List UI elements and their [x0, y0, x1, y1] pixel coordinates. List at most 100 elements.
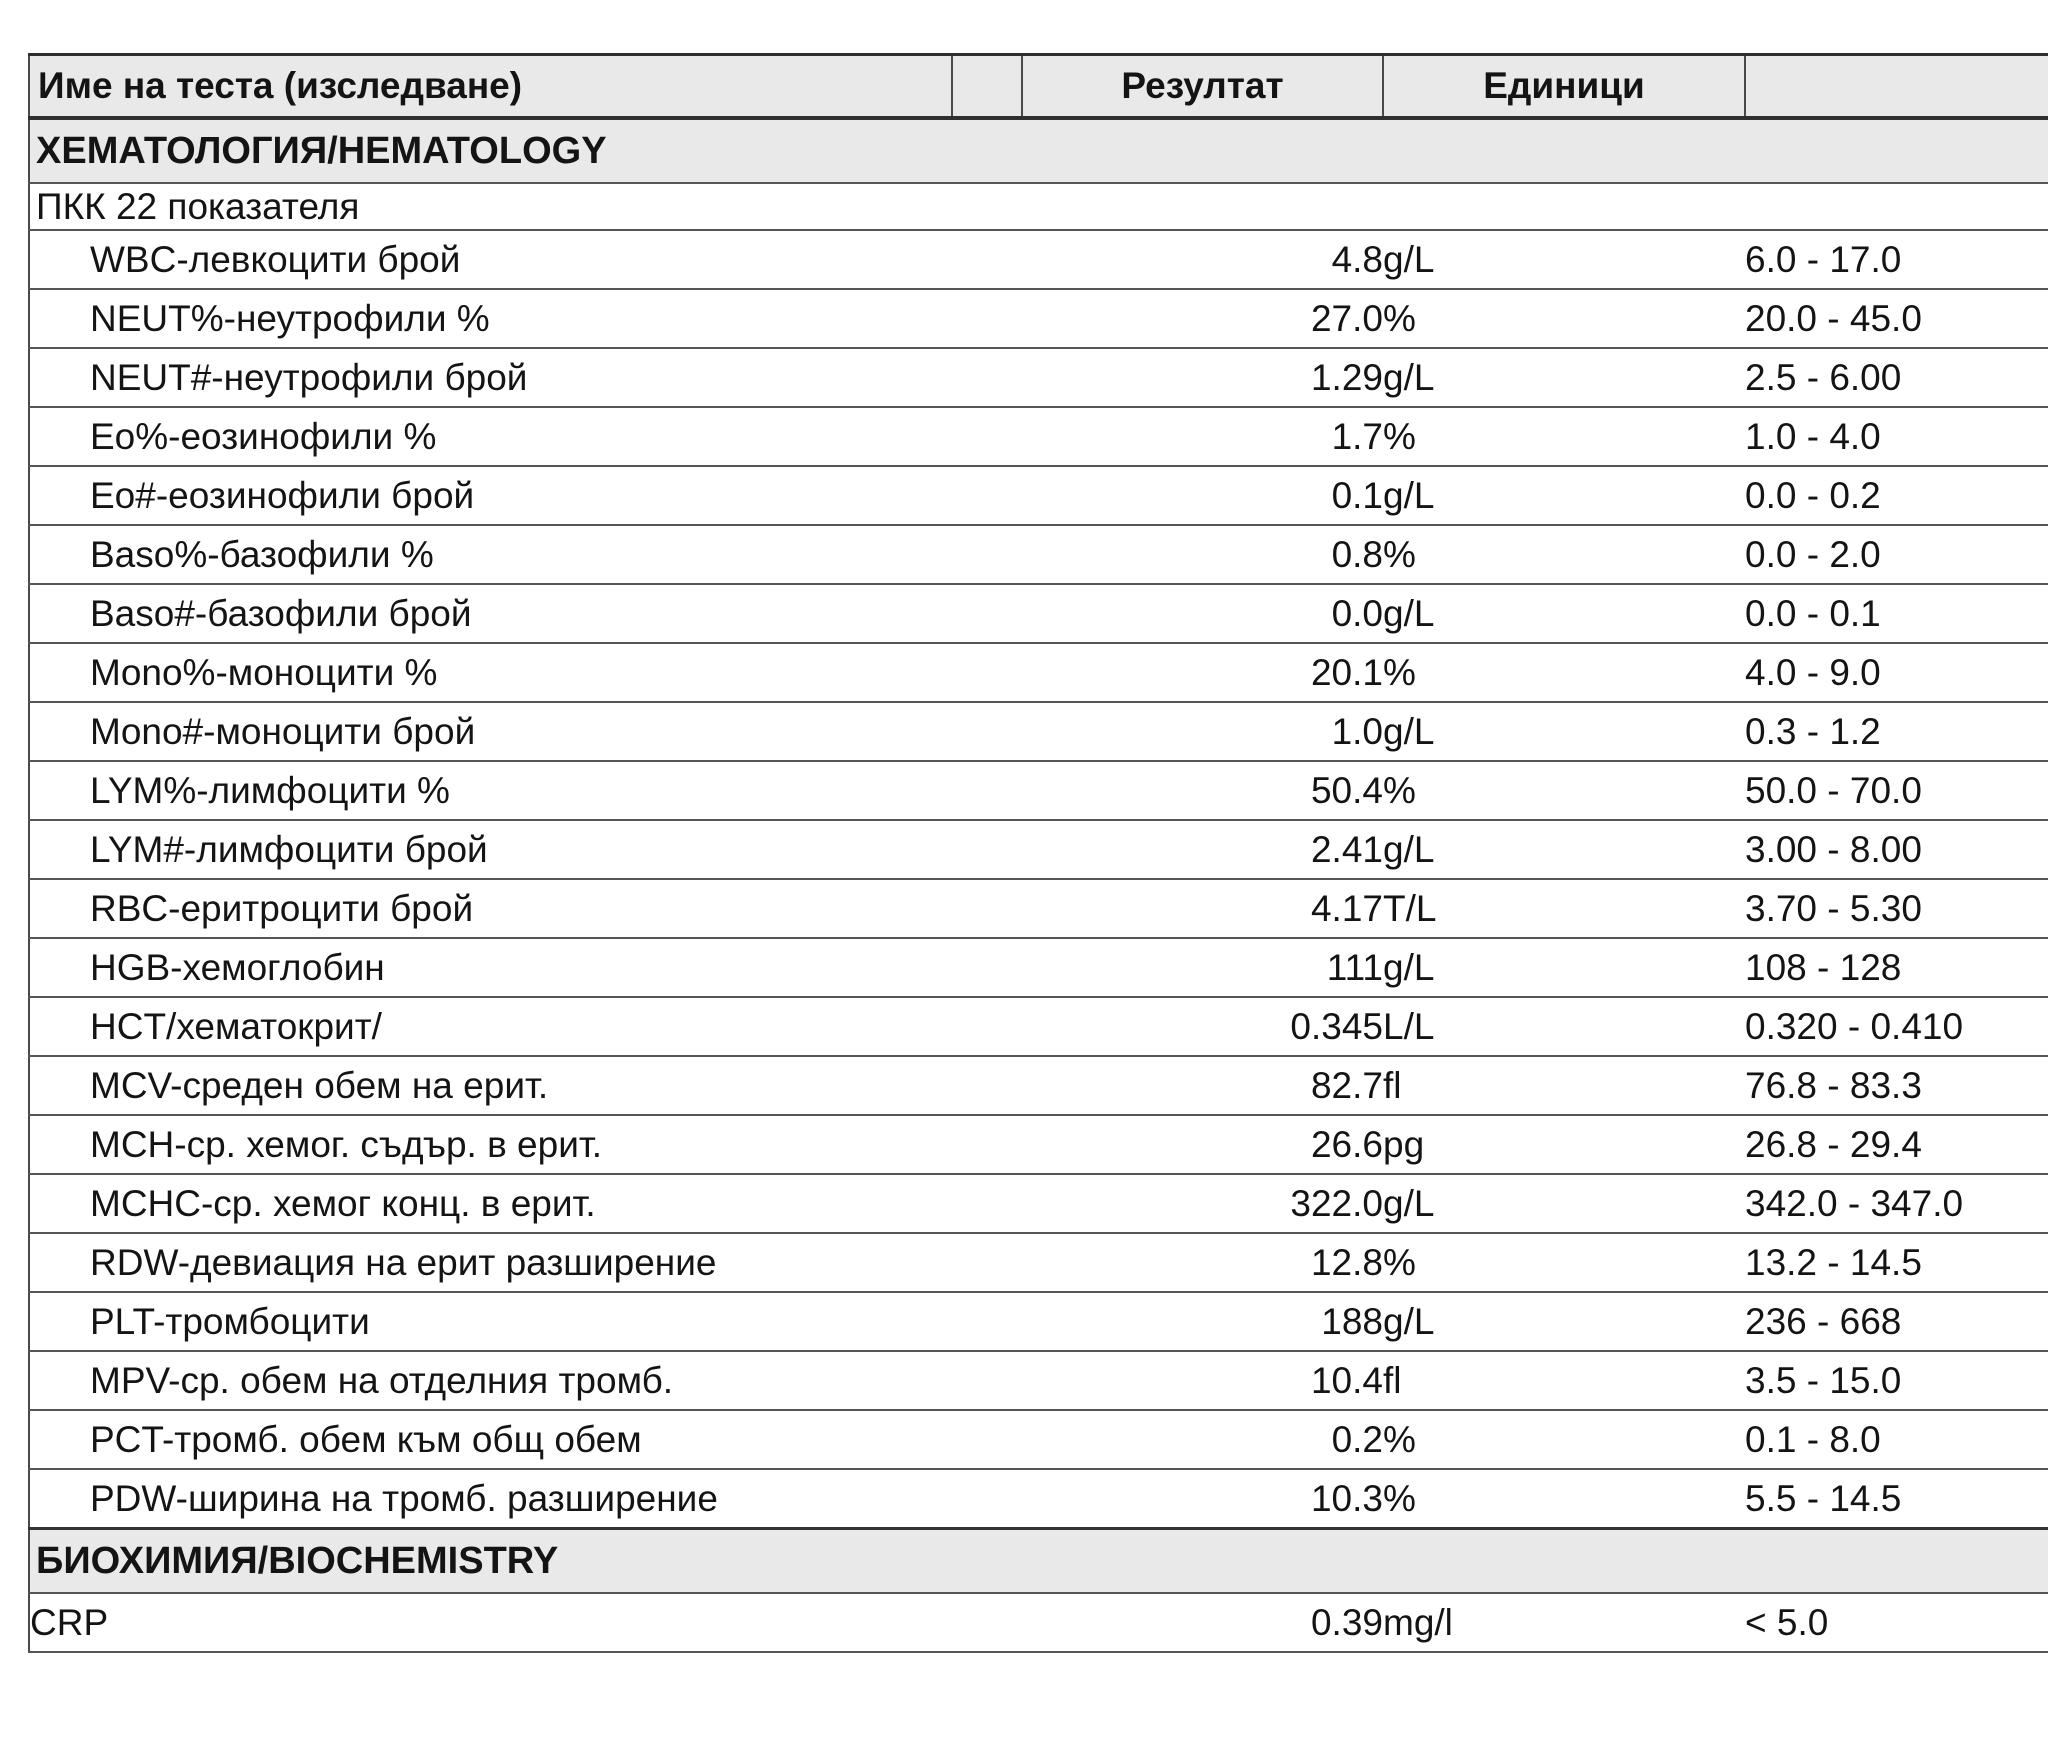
test-result-row: MCH-ср. хемог. съдър. в ерит. 26.6 pg 26.8 …: [29, 1115, 2048, 1175]
panel-subtitle-row: ПКК 22 показателя: [29, 183, 2048, 231]
result-value-cell: 1.29: [1022, 348, 1383, 408]
reference-range-cell: 0.0 - 0.2: [1745, 466, 2048, 526]
result-value-cell: 27.0: [1022, 289, 1383, 349]
test-name-cell: Mono#-моноцити брой: [29, 702, 1022, 762]
section-header-row: ХЕМАТОЛОГИЯ/HEMATOLOGY: [29, 116, 2048, 184]
units-cell: g/L: [1383, 1174, 1745, 1234]
units-cell: %: [1383, 1233, 1745, 1293]
test-name-cell: RDW-девиация на ерит разширение: [29, 1233, 1022, 1293]
test-name-cell: NEUT#-неутрофили брой: [29, 348, 1022, 408]
test-name-cell: PDW-ширина на тромб. разширение: [29, 1469, 1022, 1530]
results-table-container: Име на теста (изследване) Резултат Едини…: [28, 53, 2048, 1653]
test-result-row: NEUT%-неутрофили % 27.0% 20.0 - 45.0: [29, 289, 2048, 349]
test-result-row: MCHC-ср. хемог конц. в ерит. 322.0 g/L 342.…: [29, 1174, 2048, 1234]
reference-range-cell: 1.0 - 4.0: [1745, 407, 2048, 467]
units-cell: T/L: [1383, 879, 1745, 939]
units-cell: fl: [1383, 1056, 1745, 1116]
units-cell: %: [1383, 407, 1745, 467]
test-name-cell: CRP: [29, 1593, 1022, 1653]
units-cell: pg: [1383, 1115, 1745, 1175]
reference-range-cell: 3.5 - 15.0: [1745, 1351, 2048, 1411]
test-name-cell: Eo#-еозинофили брой: [29, 466, 1022, 526]
units-cell: fl: [1383, 1351, 1745, 1411]
table-header-row: Име на теста (изследване) Резултат Едини…: [29, 54, 2048, 120]
reference-range-cell: 0.320 - 0.410: [1745, 997, 2048, 1057]
reference-range-cell: 6.0 - 17.0: [1745, 230, 2048, 290]
reference-range-cell: 3.00 - 8.00: [1745, 820, 2048, 880]
units-cell: %: [1383, 525, 1745, 585]
result-value-cell: 1.7: [1022, 407, 1383, 467]
test-result-row: LYM#-лимфоцити брой 2.41 g/L 3.00 - 8.00: [29, 820, 2048, 880]
test-name-cell: NEUT%-неутрофили %: [29, 289, 1022, 349]
reference-range-cell: 0.0 - 2.0: [1745, 525, 2048, 585]
section-title: ХЕМАТОЛОГИЯ/HEMATOLOGY: [29, 116, 2048, 184]
reference-range-cell: 50.0 - 70.0: [1745, 761, 2048, 821]
test-result-row: Eo%-еозинофили % 1.7% 1.0 - 4.0: [29, 407, 2048, 467]
result-value-cell: 0.0: [1022, 584, 1383, 644]
units-cell: %: [1383, 643, 1745, 703]
result-value-cell: 50.4: [1022, 761, 1383, 821]
test-result-row: PLT-тромбоцити 188 g/L 236 - 668: [29, 1292, 2048, 1352]
test-name-cell: PCT-тромб. обем към общ обем: [29, 1410, 1022, 1470]
test-name-cell: LYM%-лимфоцити %: [29, 761, 1022, 821]
test-result-row: Mono#-моноцити брой 1.0 g/L 0.3 - 1.2: [29, 702, 2048, 762]
test-name-cell: MPV-ср. обем на отделния тромб.: [29, 1351, 1022, 1411]
test-name-cell: Baso#-базофили брой: [29, 584, 1022, 644]
reference-range-cell: 4.0 - 9.0: [1745, 643, 2048, 703]
test-name-cell: RBC-еритроцити брой: [29, 879, 1022, 939]
reference-range-cell: 0.3 - 1.2: [1745, 702, 2048, 762]
test-result-row: Mono%-моноцити % 20.1% 4.0 - 9.0: [29, 643, 2048, 703]
reference-range-cell: 0.1 - 8.0: [1745, 1410, 2048, 1470]
units-cell: %: [1383, 1410, 1745, 1470]
test-result-row: MPV-ср. обем на отделния тромб. 10.4 fl 3.5…: [29, 1351, 2048, 1411]
result-value-cell: 0.8: [1022, 525, 1383, 585]
test-result-row: Baso%-базофили % 0.8% 0.0 - 2.0: [29, 525, 2048, 585]
units-cell: g/L: [1383, 348, 1745, 408]
test-result-row: RBC-еритроцити брой 4.17 T/L 3.70 - 5.30: [29, 879, 2048, 939]
units-cell: g/L: [1383, 702, 1745, 762]
test-name-cell: MCHC-ср. хемог конц. в ерит.: [29, 1174, 1022, 1234]
section-header-row: БИОХИМИЯ/BIOCHEMISTRY: [29, 1527, 2048, 1594]
result-value-cell: 322.0: [1022, 1174, 1383, 1234]
reference-range-cell: 5.5 - 14.5: [1745, 1469, 2048, 1530]
result-value-cell: 1.0: [1022, 702, 1383, 762]
result-value-cell: 2.41: [1022, 820, 1383, 880]
test-result-row: PDW-ширина на тромб. разширение 10.3% 5.5 …: [29, 1469, 2048, 1530]
units-cell: L/L: [1383, 997, 1745, 1057]
units-cell: mg/l: [1383, 1593, 1745, 1653]
result-value-cell: 26.6: [1022, 1115, 1383, 1175]
test-name-cell: HCT/хематокрит/: [29, 997, 1022, 1057]
result-value-cell: 4.8: [1022, 230, 1383, 290]
result-value-cell: 20.1: [1022, 643, 1383, 703]
test-name-cell: HGB-хемоглобин: [29, 938, 1022, 998]
units-cell: g/L: [1383, 466, 1745, 526]
lab-results-table: Име на теста (изследване) Резултат Едини…: [28, 53, 2048, 1653]
result-value-cell: 111: [1022, 938, 1383, 998]
test-name-cell: Baso%-базофили %: [29, 525, 1022, 585]
reference-range-cell: 2.5 - 6.00: [1745, 348, 2048, 408]
result-value-cell: 188: [1022, 1292, 1383, 1352]
test-result-row: RDW-девиация на ерит разширение 12.8% 13.2…: [29, 1233, 2048, 1293]
reference-range-cell: 13.2 - 14.5: [1745, 1233, 2048, 1293]
test-result-row: WBC-левкоцити брой 4.8 g/L 6.0 - 17.0: [29, 230, 2048, 290]
result-value-cell: 82.7: [1022, 1056, 1383, 1116]
result-value-cell: 4.17: [1022, 879, 1383, 939]
test-result-row: LYM%-лимфоцити % 50.4% 50.0 - 70.0: [29, 761, 2048, 821]
units-cell: g/L: [1383, 820, 1745, 880]
test-name-cell: PLT-тромбоцити: [29, 1292, 1022, 1352]
units-cell: %: [1383, 289, 1745, 349]
units-cell: %: [1383, 1469, 1745, 1530]
result-value-cell: 0.345: [1022, 997, 1383, 1057]
result-value-cell: 12.8: [1022, 1233, 1383, 1293]
reference-range-cell: 26.8 - 29.4: [1745, 1115, 2048, 1175]
test-result-row: NEUT#-неутрофили брой 1.29 g/L 2.5 - 6.00: [29, 348, 2048, 408]
section-title: БИОХИМИЯ/BIOCHEMISTRY: [29, 1527, 2048, 1594]
units-cell: g/L: [1383, 584, 1745, 644]
units-cell: g/L: [1383, 230, 1745, 290]
test-result-row: HCT/хематокрит/0.345 L/L 0.320 - 0.410: [29, 997, 2048, 1057]
result-value-cell: 10.3: [1022, 1469, 1383, 1530]
column-header-test-name: Име на теста (изследване): [29, 54, 952, 120]
reference-range-cell: 0.0 - 0.1: [1745, 584, 2048, 644]
test-name-cell: LYM#-лимфоцити брой: [29, 820, 1022, 880]
panel-subtitle: ПКК 22 показателя: [29, 183, 2048, 231]
